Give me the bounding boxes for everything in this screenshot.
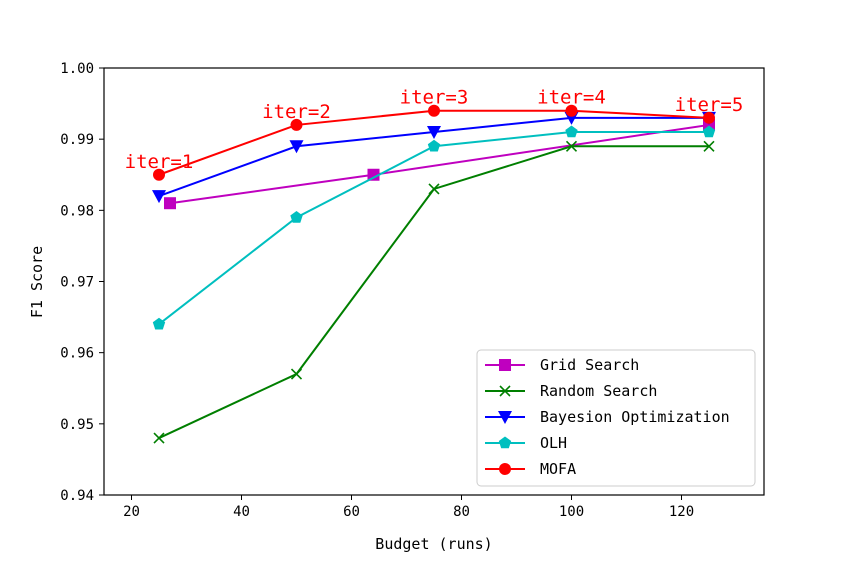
y-tick-label: 0.97: [60, 275, 94, 291]
annotation-label: iter=2: [262, 101, 331, 123]
data-point-mofa: [153, 168, 165, 181]
legend-label: Random Search: [540, 382, 657, 400]
legend-entry-mofa: MOFA: [485, 460, 576, 478]
series-olh: [152, 125, 716, 330]
legend-label: OLH: [540, 434, 567, 452]
legend-marker: [498, 436, 512, 449]
y-tick-label: 0.96: [60, 346, 94, 362]
x-axis-ticks: 20 40 60 80 100 120: [123, 495, 694, 520]
series-line-olh: [158, 131, 709, 325]
y-tick-label: 0.95: [60, 417, 94, 433]
legend-marker: [499, 385, 511, 397]
series-layer: [152, 104, 716, 444]
legend-entry-olh: OLH: [485, 434, 567, 452]
annotation-label: iter=4: [537, 87, 606, 109]
x-tick-label: 120: [669, 504, 694, 520]
y-tick-label: 0.98: [60, 203, 94, 219]
data-point-olh: [427, 139, 441, 152]
legend-entry-random-search: Random Search: [485, 382, 657, 400]
data-point-mofa: [703, 111, 715, 124]
data-point-olh: [290, 210, 303, 223]
legend-marker: [499, 359, 511, 371]
x-tick-label: 100: [559, 504, 584, 520]
x-tick-label: 60: [343, 504, 360, 520]
x-tick-label: 40: [233, 504, 250, 520]
legend-marker: [499, 463, 511, 475]
y-tick-label: 0.94: [60, 488, 94, 504]
legend-label: MOFA: [540, 460, 576, 478]
series-mofa: [153, 104, 715, 181]
data-point-olh: [565, 125, 578, 138]
data-point-random-search: [703, 140, 715, 152]
series-random-search: [153, 140, 715, 444]
legend-label: Grid Search: [540, 356, 639, 374]
legend-box: [476, 349, 756, 487]
data-point-bayesion-optimization: [152, 190, 166, 204]
legend-entry-grid-search: Grid Search: [485, 356, 639, 374]
data-point-mofa: [428, 104, 440, 117]
data-point-random-search: [153, 432, 165, 444]
legend-marker: [498, 411, 512, 424]
data-point-bayesion-optimization: [427, 126, 441, 140]
data-point-grid-search: [367, 168, 380, 181]
data-point-random-search: [565, 140, 578, 152]
annotation-label: iter=5: [675, 94, 744, 116]
legend-label: Bayesion Optimization: [540, 408, 730, 426]
annotation-label: iter=3: [400, 87, 469, 109]
x-tick-label: 80: [453, 504, 470, 520]
data-point-mofa: [290, 118, 303, 131]
y-axis-label: F1 Score: [28, 246, 46, 318]
legend-entry-bayesion-optimization: Bayesion Optimization: [485, 408, 730, 426]
x-tick-label: 20: [123, 504, 140, 520]
data-point-bayesion-optimization: [289, 140, 304, 154]
x-axis-label: Budget (runs): [375, 535, 492, 553]
series-line-grid-search: [169, 123, 710, 205]
data-point-grid-search: [164, 197, 176, 210]
data-point-olh: [702, 125, 716, 138]
annotations: iter=1 iter=2 iter=3 iter=4 iter=5: [125, 87, 744, 173]
y-tick-label: 0.99: [60, 132, 94, 148]
y-axis-ticks: 0.94 0.95 0.96 0.97 0.98 0.99 1.00: [60, 61, 104, 504]
y-tick-label: 1.00: [60, 61, 94, 77]
data-point-olh: [152, 317, 166, 330]
legend: Grid Search Random Search Bayesion Optimiz…: [476, 349, 756, 487]
data-point-mofa: [565, 104, 578, 117]
data-point-random-search: [290, 368, 303, 380]
annotation-label: iter=1: [125, 151, 194, 173]
data-point-random-search: [428, 183, 440, 195]
